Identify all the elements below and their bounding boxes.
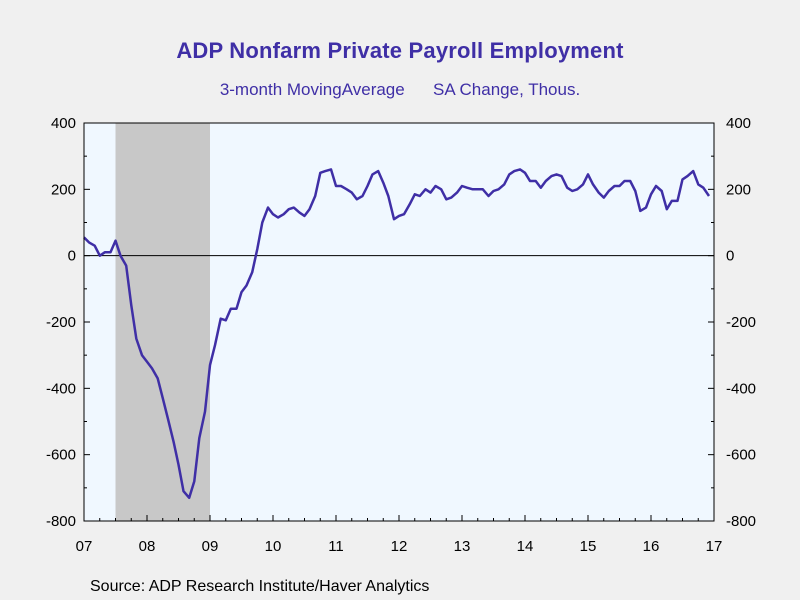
y-tick-label-right: 200 bbox=[726, 181, 751, 198]
y-tick-label-right: -600 bbox=[726, 447, 756, 464]
y-tick-label-left: -400 bbox=[46, 380, 76, 397]
chart-subtitle: 3-month MovingAverage SA Change, Thous. bbox=[219, 80, 581, 99]
x-tick-label: 07 bbox=[76, 538, 93, 555]
x-axis: 07 08 09 10 11 12 13 14 15 16 17 bbox=[76, 515, 723, 555]
x-tick-label: 10 bbox=[265, 538, 282, 555]
y-tick-label-left: 200 bbox=[51, 181, 76, 198]
x-tick-label: 16 bbox=[643, 538, 660, 555]
recession-band bbox=[115, 123, 210, 521]
x-tick-label: 13 bbox=[454, 538, 471, 555]
x-tick-label: 17 bbox=[706, 538, 723, 555]
y-tick-label-left: -200 bbox=[46, 314, 76, 331]
x-tick-label: 12 bbox=[391, 538, 408, 555]
chart-title: ADP Nonfarm Private Payroll Employment bbox=[176, 38, 624, 63]
y-tick-label-left: -600 bbox=[46, 447, 76, 464]
y-tick-label-left: -800 bbox=[46, 513, 76, 530]
y-tick-label-right: -200 bbox=[726, 314, 756, 331]
x-tick-label: 08 bbox=[139, 538, 156, 555]
y-tick-label-left: 400 bbox=[51, 115, 76, 132]
y-tick-label-right: -400 bbox=[726, 380, 756, 397]
y-tick-label-left: 0 bbox=[68, 248, 76, 265]
x-tick-label: 14 bbox=[517, 538, 534, 555]
y-axis-right: 400 200 0 -200 -400 -600 -800 bbox=[708, 115, 756, 530]
chart-source: Source: ADP Research Institute/Haver Ana… bbox=[90, 578, 430, 595]
x-tick-label: 15 bbox=[580, 538, 597, 555]
y-axis-left: 400 200 0 -200 -400 -600 -800 bbox=[46, 115, 90, 530]
series-line bbox=[83, 168, 711, 500]
y-tick-label-right: -800 bbox=[726, 513, 756, 530]
plot-border bbox=[83, 122, 715, 522]
y-tick-label-right: 400 bbox=[726, 115, 751, 132]
x-tick-label: 11 bbox=[328, 538, 344, 555]
y-tick-label-right: 0 bbox=[726, 248, 734, 265]
x-tick-label: 09 bbox=[202, 538, 219, 555]
